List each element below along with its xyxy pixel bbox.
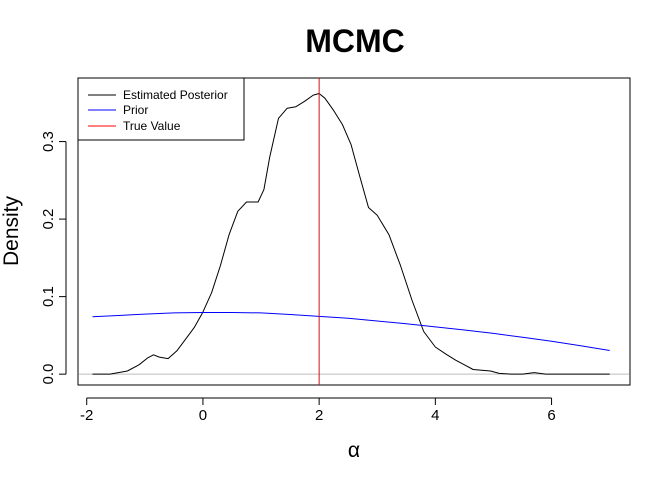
x-tick-label: 6 [547,407,555,424]
y-tick-label: 0.1 [40,286,57,307]
x-tick-label: -2 [80,407,93,424]
prior-density-line [92,312,610,351]
legend-label-true-value: True Value [123,119,181,133]
y-axis-label: Density [0,195,23,266]
x-tick-label: 0 [199,407,207,424]
x-tick-label: 2 [315,407,323,424]
legend: Estimated Posterior Prior True Value [77,77,245,141]
x-axis-label: α [348,439,360,462]
posterior-density-line [92,93,610,375]
legend-box [77,77,245,141]
x-axis: -2 0 2 4 6 [80,397,556,424]
curves-layer [79,78,629,385]
plot-box [77,77,631,386]
y-tick-label: 0.0 [40,364,57,385]
y-tick-label: 0.2 [40,209,57,230]
legend-label-prior: Prior [123,103,148,117]
x-tick-label: 4 [431,407,439,424]
chart-title: MCMC [305,23,405,59]
y-axis: 0.0 0.1 0.2 0.3 [40,131,67,385]
legend-label-posterior: Estimated Posterior [123,88,228,102]
y-tick-label: 0.3 [40,131,57,152]
